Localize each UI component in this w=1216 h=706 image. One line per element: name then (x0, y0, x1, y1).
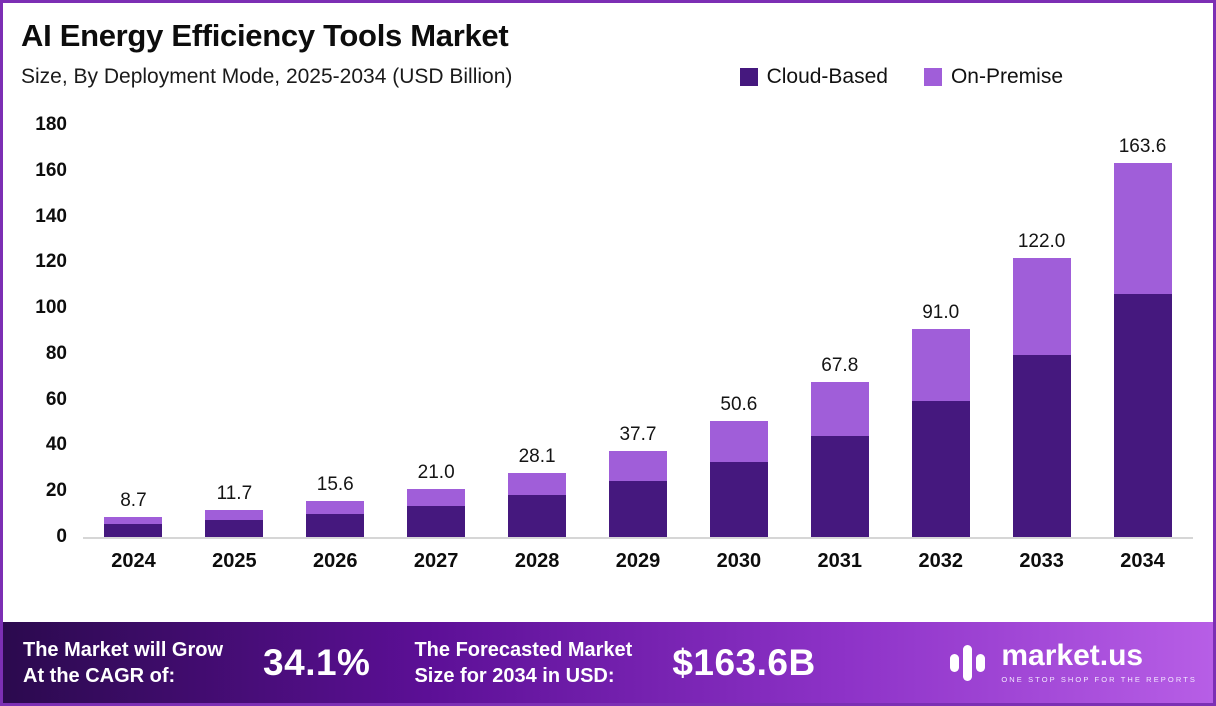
bar-group: 8.7 (83, 491, 184, 537)
bar-total-label: 15.6 (316, 474, 354, 496)
bar-segment-on-premise (306, 501, 365, 514)
y-axis-label: 20 (45, 480, 67, 502)
y-axis-label: 140 (35, 205, 67, 227)
brand-text: market.us ONE STOP SHOP FOR THE REPORTS (1001, 639, 1197, 685)
bar-segment-cloud-based (508, 495, 567, 537)
bar-segment-cloud-based (709, 461, 768, 537)
y-axis-label: 80 (45, 342, 67, 364)
bar-group: 28.1 (487, 447, 588, 537)
bar-total-label: 50.6 (720, 394, 758, 416)
legend-item: Cloud-Based (739, 64, 888, 89)
x-axis-label: 2034 (1120, 550, 1165, 573)
bar-segment-cloud-based (205, 519, 264, 537)
bar-segment-cloud-based (608, 480, 667, 537)
bar-segment-cloud-based (911, 401, 970, 537)
y-axis-label: 0 (56, 525, 67, 547)
bar-total-label: 28.1 (518, 445, 556, 467)
y-axis-label: 60 (45, 388, 67, 410)
bar-group: 163.6 (1092, 137, 1193, 537)
y-axis-label: 120 (35, 251, 67, 273)
x-axis-label: 2027 (413, 550, 459, 573)
bar-total-label: 8.7 (120, 490, 147, 512)
bar-total-label: 21.0 (417, 461, 455, 483)
titles: AI Energy Efficiency Tools Market Size, … (21, 17, 512, 89)
plot-wrap: 8.7 11.7 15.6 21.0 28.1 37.7 50.6 67.8 91.0 122.0… (83, 125, 1193, 585)
plot-area: 8.7 11.7 15.6 21.0 28.1 37.7 50.6 67.8 91.0 122.0… (83, 125, 1193, 539)
x-axis-label: 2033 (1019, 550, 1064, 573)
bar-segment-on-premise (608, 450, 667, 481)
bar-total-label: 11.7 (216, 483, 253, 505)
bar-segment-on-premise (810, 381, 869, 436)
bar-segment-on-premise (104, 517, 163, 524)
legend-swatch (923, 67, 942, 86)
x-axis-label: 2024 (111, 550, 156, 573)
forecast-label: The Forecasted Market Size for 2034 in U… (414, 638, 633, 687)
bar-segment-on-premise (407, 488, 466, 506)
page-title: AI Energy Efficiency Tools Market (21, 18, 509, 53)
bar-group: 15.6 (285, 475, 386, 537)
x-axis-label: 2025 (212, 550, 257, 573)
chart-section: AI Energy Efficiency Tools Market Size, … (3, 3, 1213, 622)
x-axis-labels: 2024 2025 2026 2027 2028 2029 2030 2031 2032 2033… (83, 539, 1193, 585)
y-axis-label: 180 (35, 113, 67, 135)
y-axis-label: 160 (35, 159, 67, 181)
legend: Cloud-Based On-Premise (704, 65, 1063, 89)
bar-group: 21.0 (386, 463, 487, 537)
bar-total-label: 163.6 (1118, 135, 1167, 157)
y-axis-label: 40 (45, 434, 67, 456)
bar-segment-on-premise (205, 510, 264, 520)
bar-segment-on-premise (709, 421, 768, 462)
x-axis-label: 2031 (817, 550, 863, 573)
bar-total-label: 91.0 (922, 301, 960, 323)
bar-group: 122.0 (991, 232, 1092, 537)
bar-segment-on-premise (1012, 257, 1071, 356)
page-subtitle: Size, By Deployment Mode, 2025-2034 (USD… (21, 64, 513, 88)
brand-tagline: ONE STOP SHOP FOR THE REPORTS (1001, 675, 1197, 684)
bar-segment-on-premise (911, 328, 970, 402)
bar-group: 50.6 (688, 395, 789, 537)
bar-total-label: 67.8 (821, 354, 859, 376)
x-axis-label: 2029 (615, 550, 661, 573)
y-axis: 0 20 40 60 80 100 120 140 160 180 (19, 114, 83, 547)
legend-item: On-Premise (923, 64, 1063, 89)
x-axis-label: 2028 (514, 550, 560, 573)
bar-segment-cloud-based (810, 436, 869, 537)
bar-total-label: 122.0 (1017, 230, 1066, 252)
x-axis-label: 2026 (313, 550, 358, 573)
bar-segment-cloud-based (1113, 293, 1172, 537)
forecast-value: $163.6B (672, 641, 816, 683)
brand-name: market.us (1001, 639, 1144, 672)
bar-chart: 0 20 40 60 80 100 120 140 160 180 8.7 11.7 15.6 21.0… (19, 114, 1193, 585)
legend-label: Cloud-Based (766, 64, 888, 88)
cagr-value: 34.1% (263, 641, 371, 683)
bar-total-label: 37.7 (619, 423, 657, 445)
x-axis-label: 2032 (918, 550, 963, 573)
brand: market.us ONE STOP SHOP FOR THE REPORTS (945, 640, 1197, 686)
legend-swatch (739, 67, 758, 86)
bar-segment-cloud-based (104, 523, 163, 537)
bar-group: 67.8 (789, 356, 890, 537)
bar-group: 91.0 (890, 303, 991, 537)
cagr-label: The Market will Grow At the CAGR of: (23, 638, 224, 687)
bar-segment-on-premise (508, 472, 567, 496)
bar-group: 11.7 (184, 484, 285, 537)
marketus-logo-icon (950, 644, 986, 681)
x-axis-label: 2030 (716, 550, 762, 573)
bar-segment-on-premise (1113, 162, 1172, 294)
bar-segment-cloud-based (306, 513, 365, 537)
footer-banner: The Market will Grow At the CAGR of: 34.… (3, 622, 1213, 703)
y-axis-label: 100 (35, 297, 67, 319)
bar-segment-cloud-based (1012, 355, 1071, 537)
header-row: AI Energy Efficiency Tools Market Size, … (3, 3, 1213, 89)
legend-label: On-Premise (950, 64, 1063, 88)
bar-segment-cloud-based (407, 505, 466, 537)
bar-group: 37.7 (588, 425, 689, 537)
